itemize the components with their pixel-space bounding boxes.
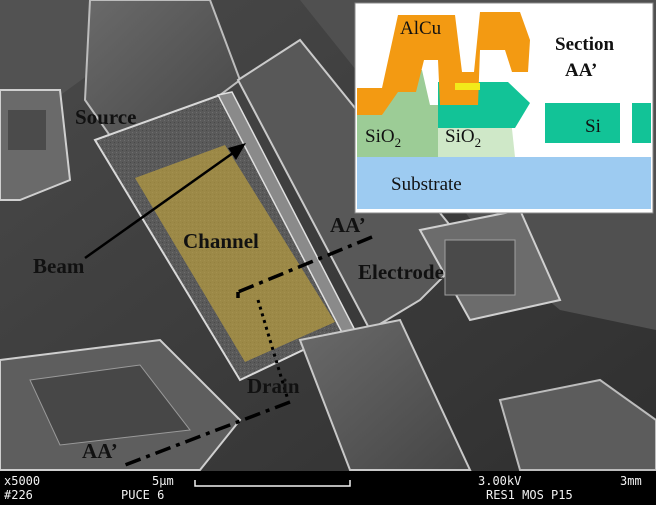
pad-left-recess (8, 110, 46, 150)
channel-region (135, 145, 335, 362)
inset-label-section: Section (555, 34, 615, 55)
beam-arrow-line (84, 146, 241, 260)
inset-alcu (357, 12, 530, 115)
label-beam: Beam (33, 254, 85, 278)
pad-bottom-left-recess (29, 364, 191, 446)
section-line-lower (124, 400, 291, 467)
label-drain: Drain (247, 374, 300, 398)
beam-arrow-head (228, 143, 246, 160)
label-channel: Channel (183, 229, 259, 253)
label-source: Source (75, 105, 136, 129)
pad-bottom-right (498, 378, 656, 471)
cross-section-inset: AlCu Section AA’ SiO2 SiO2 Si Substrate (354, 2, 654, 214)
inset-label-sio2-right: SiO2 (445, 126, 481, 150)
inset-label-alcu: AlCu (400, 18, 442, 39)
sem-scale-bar (194, 480, 351, 487)
inset-gate (455, 83, 480, 90)
sem-magnification: x5000 (4, 474, 40, 488)
label-aa-bottom: AA’ (82, 439, 118, 463)
section-line-upper (237, 235, 373, 294)
inset-si-block-2 (575, 103, 620, 143)
inset-substrate (357, 157, 651, 209)
sem-image-number: #226 (4, 488, 33, 502)
sem-info: RES1 MOS P15 (486, 488, 573, 502)
pad-right-recess (444, 239, 516, 296)
sem-sample: PUCE 6 (121, 488, 164, 502)
sem-scale-label: 5μm (152, 474, 174, 488)
label-aa-top: AA’ (330, 213, 366, 237)
sem-info-bar (0, 471, 656, 505)
inset-label-si: Si (585, 116, 601, 137)
drain-pad (298, 318, 472, 471)
sem-voltage: 3.00kV (478, 474, 521, 488)
label-electrode: Electrode (358, 260, 444, 284)
inset-label-substrate: Substrate (391, 174, 462, 195)
inset-label-section-aa: AA’ (565, 60, 597, 81)
sem-working-distance: 3mm (620, 474, 642, 488)
inset-label-sio2-left: SiO2 (365, 126, 401, 150)
inset-si-block-3 (632, 103, 651, 143)
